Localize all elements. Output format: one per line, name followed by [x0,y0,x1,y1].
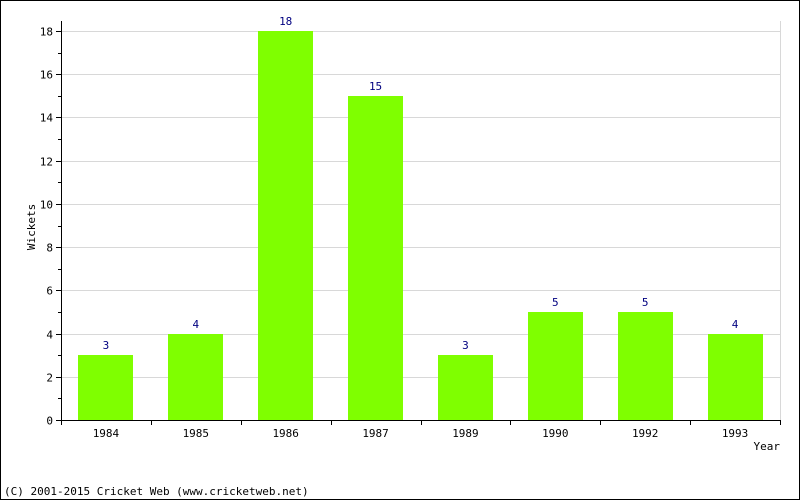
bar [258,31,313,420]
bar [618,312,673,420]
y-tick-label: 16 [40,69,53,82]
bar [348,96,403,420]
y-axis-title: Wickets [25,204,38,250]
bar-value-label: 18 [279,15,292,28]
x-tick-label: 1989 [452,427,479,440]
x-tick-label: 1987 [362,427,389,440]
x-tick-label: 1984 [93,427,120,440]
y-tick-label: 0 [46,415,53,428]
y-tick-label: 12 [40,156,53,169]
x-tick-label: 1993 [722,427,749,440]
bar-value-label: 15 [369,80,382,93]
bar-value-label: 4 [193,318,200,331]
bar [78,355,133,420]
y-tick-label: 6 [46,285,53,298]
data-labels: 3 4 18 15 3 5 5 4 [103,15,739,352]
y-tick-label: 10 [40,199,53,212]
bar-value-label: 5 [552,296,559,309]
bar-value-label: 3 [462,339,469,352]
bar-value-label: 4 [732,318,739,331]
bar-value-label: 5 [642,296,649,309]
y-tick-label: 8 [46,242,53,255]
copyright-footer: (C) 2001-2015 Cricket Web (www.cricketwe… [4,485,309,498]
y-tick-label: 2 [46,372,53,385]
bar [708,334,763,420]
x-tick-label: 1990 [542,427,569,440]
bar [528,312,583,420]
x-tick-label: 1992 [632,427,659,440]
y-tick-label: 18 [40,26,53,39]
axes: 0 2 4 6 8 10 12 14 16 18 1984 1985 1986 1987 1989 1990 1… [40,21,781,440]
bar-value-label: 3 [103,339,110,352]
x-axis-title: Year [754,440,781,453]
bar [168,334,223,420]
y-tick-label: 4 [46,329,53,342]
x-tick-label: 1985 [183,427,210,440]
bar [438,355,493,420]
y-tick-label: 14 [40,112,54,125]
bars [78,31,763,420]
x-tick-label: 1986 [272,427,299,440]
